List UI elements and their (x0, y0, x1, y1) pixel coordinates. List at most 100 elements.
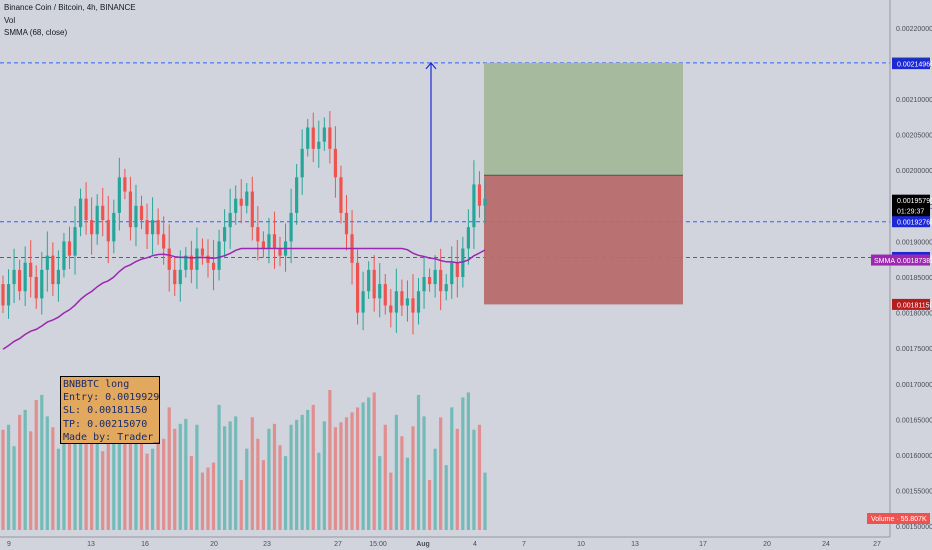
candle[interactable] (367, 269, 371, 292)
candle[interactable] (245, 191, 249, 206)
candle[interactable] (211, 262, 216, 270)
volume-bar (333, 427, 338, 530)
candle[interactable] (405, 298, 410, 306)
candle[interactable] (23, 262, 27, 292)
candle[interactable] (400, 291, 404, 306)
candle[interactable] (184, 255, 188, 270)
candle[interactable] (178, 269, 182, 285)
volume-bar (173, 428, 177, 530)
candle[interactable] (34, 276, 38, 299)
candle[interactable] (295, 177, 299, 213)
candle[interactable] (73, 227, 77, 256)
candle[interactable] (322, 127, 326, 142)
candle[interactable] (378, 284, 382, 299)
candle[interactable] (150, 220, 155, 235)
candle[interactable] (95, 205, 99, 235)
candle[interactable] (427, 276, 432, 285)
candle[interactable] (40, 269, 44, 299)
candle[interactable] (461, 248, 465, 277)
candle[interactable] (383, 284, 387, 306)
candle[interactable] (311, 127, 315, 149)
candle[interactable] (112, 212, 116, 242)
candle[interactable] (228, 212, 232, 228)
candle[interactable] (145, 220, 149, 235)
candle[interactable] (90, 220, 94, 235)
y-tick-label: 0.00165000 (896, 417, 932, 424)
plot-area[interactable] (0, 0, 890, 537)
candle[interactable] (261, 241, 265, 249)
candle[interactable] (278, 248, 282, 256)
candle[interactable] (256, 227, 260, 242)
stop-zone[interactable] (484, 175, 683, 305)
candle[interactable] (189, 255, 193, 270)
candle[interactable] (339, 177, 343, 213)
candle[interactable] (156, 220, 160, 235)
candle[interactable] (477, 184, 482, 206)
candle[interactable] (51, 255, 55, 285)
volume-bar (12, 446, 16, 530)
candle[interactable] (344, 212, 349, 235)
candle[interactable] (317, 141, 321, 149)
candle[interactable] (416, 291, 421, 313)
candle[interactable] (106, 220, 110, 242)
candle[interactable] (355, 262, 360, 313)
candle[interactable] (29, 262, 33, 277)
candle[interactable] (173, 269, 177, 285)
candle[interactable] (483, 198, 487, 206)
candle[interactable] (200, 248, 205, 256)
candle[interactable] (139, 205, 144, 221)
candle[interactable] (78, 198, 83, 228)
candle[interactable] (6, 284, 11, 306)
candle[interactable] (439, 269, 443, 292)
candle[interactable] (162, 234, 166, 249)
candle[interactable] (394, 291, 398, 313)
candle[interactable] (101, 205, 105, 221)
candle[interactable] (67, 241, 72, 256)
candle[interactable] (45, 255, 49, 270)
candle[interactable] (117, 177, 121, 213)
candle[interactable] (167, 248, 171, 270)
target-zone[interactable] (484, 62, 683, 176)
candle[interactable] (1, 284, 5, 306)
candle[interactable] (455, 262, 459, 277)
candle[interactable] (195, 248, 199, 270)
candle[interactable] (56, 269, 61, 285)
candle[interactable] (62, 241, 66, 270)
candle[interactable] (306, 127, 310, 149)
smma-line[interactable] (2, 247, 486, 350)
candle[interactable] (333, 148, 338, 178)
candle[interactable] (328, 127, 332, 149)
candle[interactable] (450, 262, 454, 285)
candle[interactable] (466, 227, 470, 249)
candle[interactable] (300, 148, 304, 178)
candle[interactable] (411, 298, 415, 313)
candle[interactable] (206, 255, 210, 263)
volume-bar (45, 416, 49, 530)
candle[interactable] (289, 212, 293, 242)
candle[interactable] (444, 284, 448, 292)
candle[interactable] (250, 191, 254, 228)
candle[interactable] (372, 269, 376, 299)
candle[interactable] (472, 184, 476, 228)
candle[interactable] (239, 198, 243, 206)
candle[interactable] (84, 198, 88, 221)
price-axis[interactable] (890, 0, 932, 550)
y-tick-label: 0.00150000 (896, 524, 932, 531)
candle[interactable] (433, 269, 437, 285)
candle[interactable] (18, 269, 22, 292)
candle[interactable] (217, 241, 221, 270)
candle[interactable] (272, 234, 277, 249)
candle[interactable] (422, 276, 426, 292)
candle[interactable] (12, 269, 16, 285)
candle[interactable] (234, 198, 238, 213)
candle[interactable] (389, 305, 393, 313)
candle[interactable] (123, 177, 127, 192)
candle[interactable] (128, 191, 133, 228)
candle[interactable] (134, 205, 138, 228)
candle[interactable] (267, 234, 271, 249)
candle[interactable] (223, 227, 227, 242)
candle[interactable] (361, 291, 365, 313)
trade-note-box[interactable]: BNBBTC long Entry: 0.0019929 SL: 0.00181… (60, 376, 160, 444)
